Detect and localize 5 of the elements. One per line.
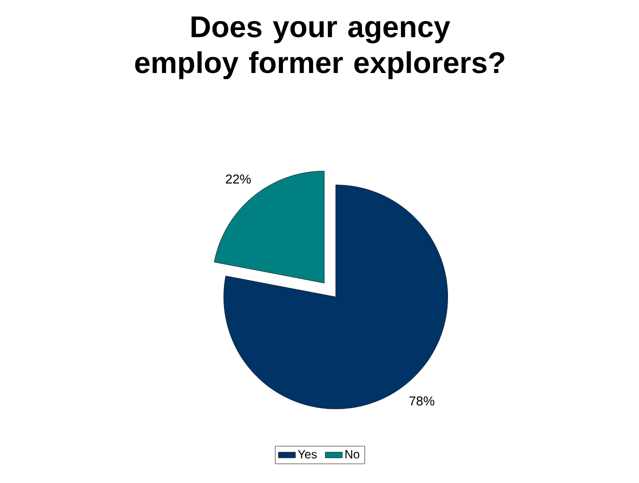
legend-label: No [345,450,360,458]
chart-title: Does your agency employ former explorers? [135,16,504,80]
legend-label: Yes [298,450,317,458]
data-label: 78% [410,396,434,406]
data-label: 22% [226,174,251,184]
